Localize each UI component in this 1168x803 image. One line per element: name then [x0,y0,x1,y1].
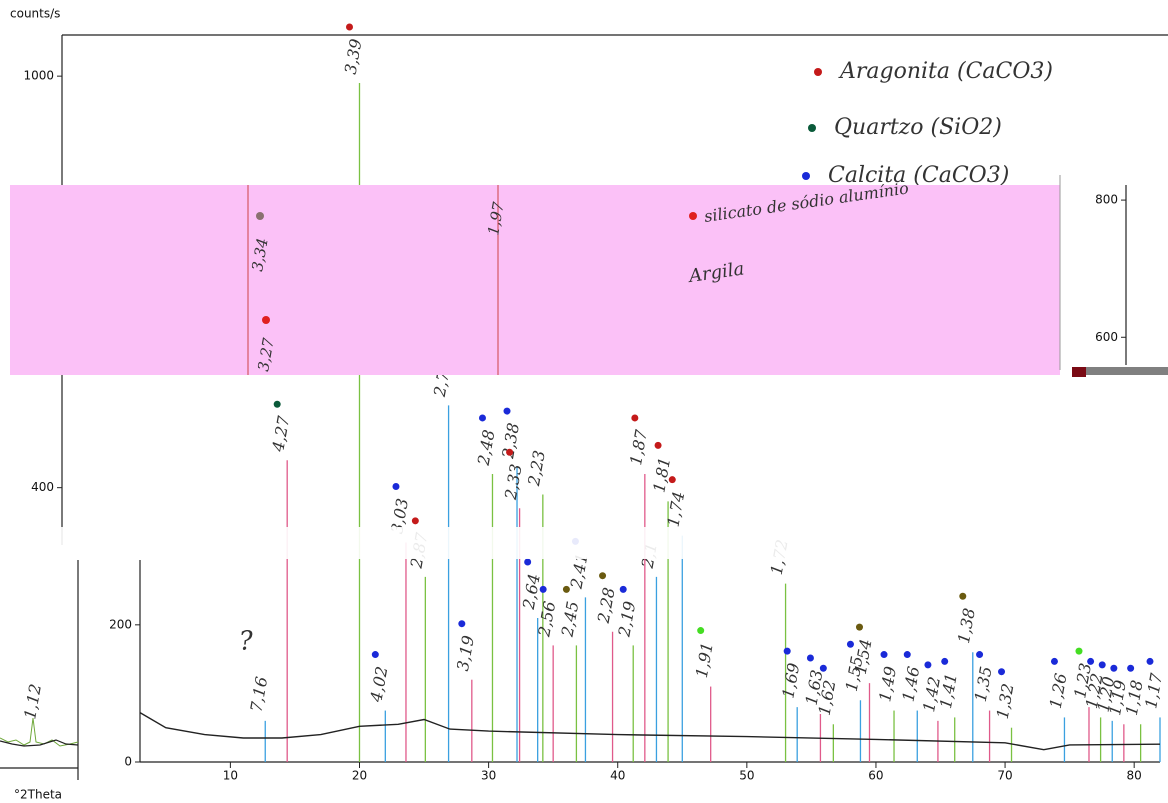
y-tick-label: 200 [109,617,132,631]
phase-dot [1098,661,1106,669]
y-axis-label: counts/s [10,7,60,21]
peak-label: 1,46 [898,665,923,703]
phase-dot [998,668,1006,676]
peak-label: 1,74 [664,490,689,528]
peak-label: 7,16 [246,675,271,713]
legend-label: Aragonita (CaCO3) [838,59,1053,84]
phase-dot [1110,664,1118,672]
peak-label: 4,02 [366,665,391,704]
y2-tick-label: 600 [1095,330,1118,344]
phase-dot [371,651,379,659]
y-tick-label: 400 [31,480,54,494]
peak-label: 1,54 [851,637,876,675]
x-tick-label: 40 [610,769,625,783]
peak-label: 4,27 [268,414,293,454]
phase-dot [819,664,827,672]
phase-dot [1050,657,1058,665]
phase-dot [806,654,814,662]
phase-dot [392,483,400,491]
peak-label: 1,32 [993,682,1018,720]
phase-dot [478,414,486,422]
x-tick-label: 70 [997,769,1012,783]
x-tick-label: 10 [223,769,238,783]
peak-label: 2,28 [594,586,619,625]
phase-dot [539,585,547,593]
x-tick-label: 20 [352,769,367,783]
legend-label: Quartzo (SiO2) [834,115,1002,140]
y-tick-label: 0 [124,755,132,769]
peak-label: 2,48 [474,428,499,467]
peak-label: 1,87 [626,427,651,466]
x-tick-label: 30 [481,769,496,783]
phase-dot [976,651,984,659]
phase-dot [599,572,607,580]
phase-dot [689,212,697,220]
y2-tick-label: 800 [1095,193,1118,207]
peak-label: 3,19 [453,634,478,672]
y-tick-label: 1000 [23,69,54,83]
legend-dot [808,124,816,132]
background-line [139,711,1161,751]
legend-dot [814,68,822,76]
phase-dot [1087,657,1095,665]
phase-dot [345,23,353,31]
phase-dot [903,651,911,659]
phase-dot [880,651,888,659]
peak-label: 1,35 [971,665,996,703]
phase-dot [924,661,932,669]
phase-dot [411,517,419,525]
phase-dot [959,592,967,600]
left-panel [0,560,80,780]
phase-dot [855,623,863,631]
phase-dot [697,627,705,635]
note: 3,34 [248,237,272,273]
phase-dot [668,476,676,484]
phase-dot [1075,647,1083,655]
x-tick-label: 80 [1127,769,1142,783]
phase-dot [783,647,791,655]
peak-label: 1,17 [1141,671,1166,710]
phase-dot [562,585,570,593]
phase-dot [262,316,270,324]
legend-label: Calcita (CaCO3) [828,163,1009,188]
peak-label: 2,33 [501,463,526,502]
phase-dot [1127,664,1135,672]
peak-label: 1,38 [954,607,979,645]
phase-dot [1146,657,1154,665]
peak-label: 1,81 [649,456,674,494]
x-axis-label: °2Theta [14,788,62,802]
x-tick-label: 50 [739,769,754,783]
phase-dot [458,620,466,628]
note: ? [238,626,256,657]
phase-dot [503,407,511,415]
peak-label: 2,19 [614,600,639,639]
phase-dot [619,585,627,593]
x-tick-label: 60 [868,769,883,783]
peak-label: 2,7 [430,369,453,399]
peak-label: 1,91 [692,641,717,679]
peak-label: 2,45 [557,600,582,639]
phase-dot [506,448,514,456]
note: 3,27 [254,336,278,372]
peak-label: 1,49 [875,665,900,703]
phase-dot [846,640,854,648]
peak-label: 1,26 [1046,672,1071,710]
legend-dot [802,172,810,180]
note: 1,97 [484,200,508,236]
phase-dot [524,558,532,566]
peak-label: 2,23 [524,449,549,488]
phase-dot [273,400,281,408]
phase-dot [654,441,662,449]
phase-dot [256,212,264,220]
phase-dot [941,657,949,665]
peak-label: 3,39 [341,37,366,75]
peak-label: 1,41 [936,672,961,710]
peak-label: 1,69 [778,661,803,699]
phase-dot [631,414,639,422]
